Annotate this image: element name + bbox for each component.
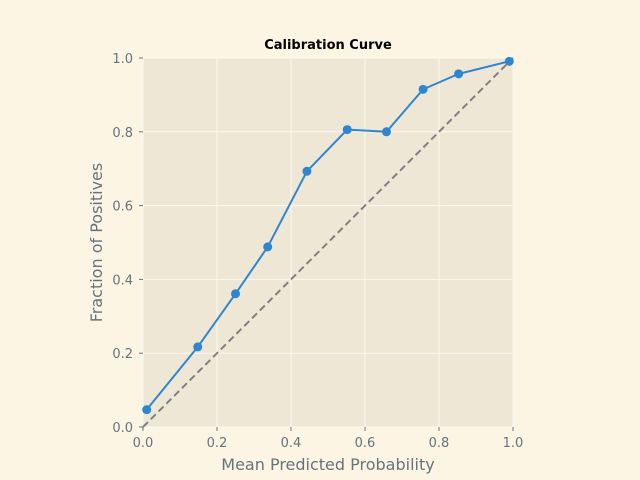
data-point (142, 405, 152, 415)
x-tick-label: 0.6 (355, 436, 376, 451)
x-tick-label: 0.8 (429, 436, 450, 451)
data-point (193, 342, 203, 352)
data-point (342, 125, 352, 135)
axis-ticks: 0.0 0.2 0.4 0.6 0.8 1.0 0.0 0.2 0.4 0.6 0.8 1.0 (112, 52, 523, 451)
data-point (418, 84, 428, 94)
x-tick-label: 0.4 (281, 436, 302, 451)
y-tick-label: 1.0 (112, 52, 133, 67)
x-tick-label: 0.2 (207, 436, 228, 451)
y-tick-label: 0.4 (112, 273, 133, 288)
gridlines (142, 57, 514, 428)
y-tick-label: 0.8 (112, 126, 133, 141)
chart-title: Calibration Curve (264, 38, 392, 53)
y-tick-label: 0.6 (112, 200, 133, 215)
y-tick-label: 0.2 (112, 347, 133, 362)
data-point (263, 242, 273, 252)
data-point (454, 69, 464, 79)
calibration-line (145, 60, 510, 411)
reference-diagonal-line (142, 57, 514, 428)
y-axis-label: Fraction of Positives (87, 163, 106, 322)
data-point (504, 56, 514, 66)
x-tick-label: 0.0 (133, 436, 154, 451)
x-axis-label: Mean Predicted Probability (221, 455, 434, 474)
data-point (302, 166, 312, 176)
data-point (231, 289, 240, 299)
data-point (381, 127, 391, 137)
y-tick-label: 0.0 (112, 421, 133, 436)
x-tick-label: 1.0 (503, 436, 524, 451)
series-layer (142, 56, 514, 428)
